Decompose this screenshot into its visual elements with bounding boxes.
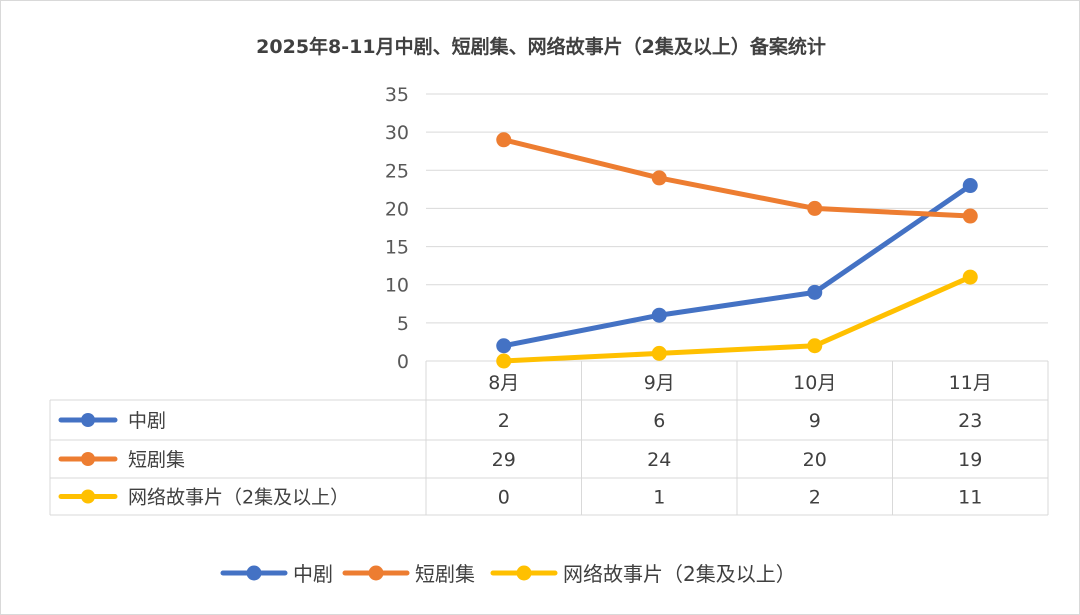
series-line <box>501 183 973 349</box>
data-table-cell: 29 <box>492 449 516 471</box>
data-point <box>962 178 978 194</box>
row-key-marker <box>81 489 95 504</box>
legend-label: 中剧 <box>293 562 333 586</box>
gridlines: 0 5 10 15 20 25 30 35 <box>385 84 1048 373</box>
data-table-cell: 1 <box>653 487 665 509</box>
legend: 中剧 短剧集 网络故事片（2集及以上） <box>220 562 796 586</box>
data-point <box>496 353 512 369</box>
series-line <box>501 274 973 364</box>
x-tick-label: 9月 <box>644 372 675 394</box>
y-tick-label: 0 <box>397 351 409 373</box>
data-point <box>807 338 823 354</box>
row-label: 网络故事片（2集及以上） <box>128 487 349 509</box>
data-point <box>651 170 667 186</box>
data-table-cell: 20 <box>803 449 827 471</box>
data-table-cell: 2 <box>809 487 821 509</box>
y-tick-label: 15 <box>385 237 409 259</box>
legend-marker <box>516 565 532 581</box>
data-point <box>496 338 512 354</box>
legend-marker <box>246 565 262 581</box>
series-lines <box>496 132 978 369</box>
x-tick-label: 10月 <box>793 372 836 394</box>
data-table-cell: 6 <box>653 410 665 432</box>
y-tick-label: 30 <box>385 122 409 144</box>
legend-label: 网络故事片（2集及以上） <box>563 562 796 586</box>
data-point <box>651 307 667 323</box>
chart-title: 2025年8-11月中剧、短剧集、网络故事片（2集及以上）备案统计 <box>256 35 826 58</box>
data-point <box>962 269 978 285</box>
data-point <box>651 345 667 361</box>
data-table-cell: 9 <box>809 410 821 432</box>
y-tick-label: 10 <box>385 275 409 297</box>
data-point <box>807 200 823 216</box>
data-point <box>807 284 823 300</box>
row-key-marker <box>81 413 95 427</box>
y-tick-label: 25 <box>385 160 409 182</box>
data-table-cell: 2 <box>498 410 510 432</box>
data-table-cell: 23 <box>958 410 982 432</box>
y-tick-label: 35 <box>385 84 409 106</box>
series-line <box>501 137 973 219</box>
row-label: 短剧集 <box>128 449 185 471</box>
data-table-cell: 19 <box>958 449 982 471</box>
row-key-marker <box>81 452 95 466</box>
data-table-cell: 11 <box>958 487 982 509</box>
y-tick-label: 20 <box>385 198 409 220</box>
legend-label: 短剧集 <box>415 562 475 586</box>
data-point <box>962 208 978 224</box>
x-tick-label: 8月 <box>488 372 519 394</box>
row-label: 中剧 <box>128 410 166 432</box>
data-table-cell: 24 <box>647 449 671 471</box>
legend-marker <box>368 565 384 581</box>
data-table-cell: 0 <box>498 487 510 509</box>
x-tick-label: 11月 <box>949 372 992 394</box>
data-point <box>496 132 512 148</box>
y-tick-label: 5 <box>397 313 409 335</box>
